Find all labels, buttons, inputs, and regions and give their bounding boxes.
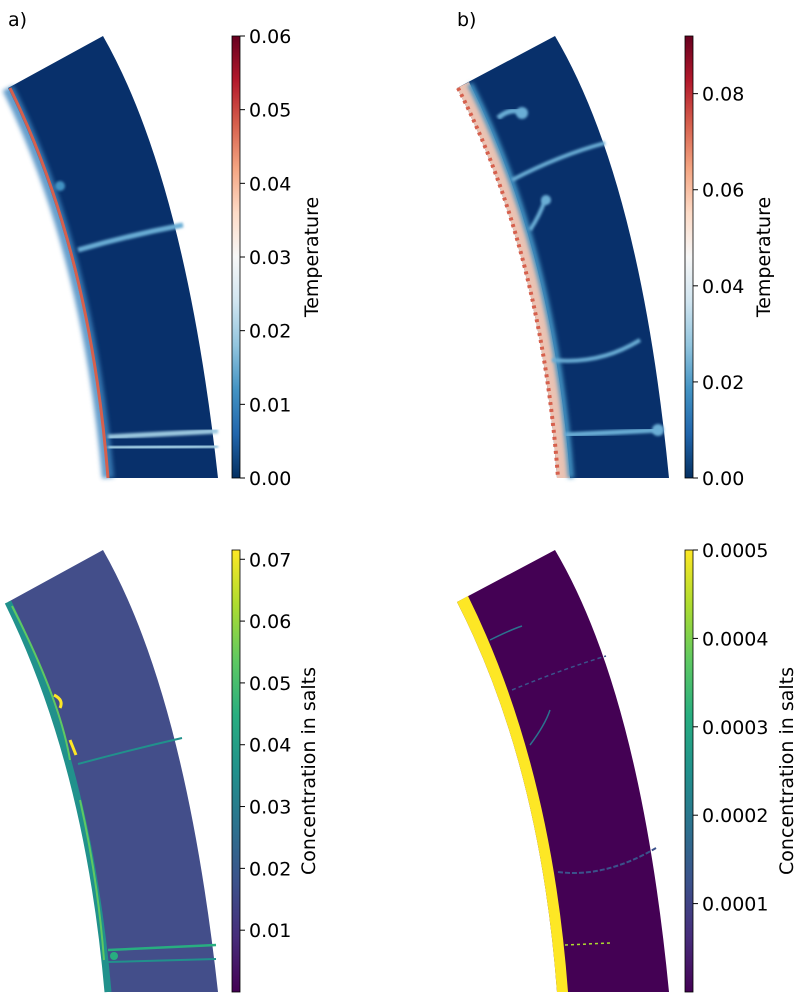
colorbar-tick-label: 0.00 (702, 468, 744, 490)
colorbar-tick-label: 0.06 (249, 611, 291, 633)
colorbar-salinity-a: 0.01 0.02 0.03 0.04 0.05 0.06 0.07 Concentrati… (231, 549, 320, 993)
plume (529, 709, 551, 746)
domain-region (8, 36, 218, 478)
plume-head (55, 181, 65, 191)
domain-region (457, 36, 669, 478)
colorbar-tick-label: 0.05 (249, 673, 291, 695)
colorbar-salinity-b: 0.0001 0.0002 0.0003 0.0004 0.0005 Concentra… (684, 540, 798, 993)
colorbar-tick-label: 0.04 (702, 276, 744, 298)
plume (564, 427, 659, 438)
colorbar-tick-label: 0.02 (249, 321, 291, 343)
colorbar-tick-label: 0.05 (249, 100, 291, 122)
colorbar-temperature-b: 0.00 0.02 0.04 0.06 0.08 Temperature (684, 35, 775, 490)
plume (77, 222, 184, 253)
colorbar-ticks: 0.00 0.01 0.02 0.03 0.04 0.05 0.06 (240, 26, 291, 490)
plume (511, 141, 606, 182)
panel-label-a: a) (8, 9, 27, 31)
colorbar-gradient (684, 35, 694, 479)
plume-head (110, 952, 118, 960)
map-salinity-b (457, 550, 669, 992)
colorbar-label: Concentration in salts (776, 667, 798, 875)
colorbar-ticks: 0.01 0.02 0.03 0.04 0.05 0.06 0.07 (240, 549, 291, 942)
salt-pocket (68, 739, 78, 756)
colorbar-label: Concentration in salts (298, 667, 320, 875)
colorbar-tick-label: 0.06 (249, 26, 291, 48)
plume (564, 942, 611, 946)
colorbar-tick-label: 0.02 (702, 372, 744, 394)
colorbar-gradient (231, 35, 241, 479)
colorbar-tick-label: 0.04 (249, 173, 291, 195)
warm-boundary (8, 87, 110, 479)
colorbar-label: Temperature (753, 197, 775, 318)
plume-head (652, 424, 664, 436)
boundary-glow (467, 82, 574, 479)
colorbar-gradient (231, 549, 241, 993)
plume-head (516, 107, 528, 119)
colorbar-ticks: 0.0001 0.0002 0.0003 0.0004 0.0005 (693, 540, 768, 916)
plume (511, 655, 607, 691)
plume-head (541, 195, 551, 205)
colorbar-tick-label: 0.00 (249, 468, 291, 490)
panel-label-b: b) (457, 9, 476, 31)
colorbar-tick-label: 0.06 (702, 180, 744, 202)
plume (489, 625, 523, 641)
map-temperature-b (456, 36, 669, 479)
boundary-layer (457, 596, 568, 992)
warm-boundary-band (457, 82, 570, 478)
colorbar-tick-label: 0.0004 (702, 628, 768, 650)
salt-pocket (53, 693, 63, 709)
map-temperature-a (2, 36, 219, 479)
colorbar-tick-label: 0.01 (249, 920, 291, 942)
colorbar-temperature-a: 0.00 0.01 0.02 0.03 0.04 0.05 0.06 Temperature (231, 26, 323, 490)
plume (107, 943, 217, 952)
colorbar-tick-label: 0.02 (249, 858, 291, 880)
plume (107, 443, 219, 451)
colorbar-tick-label: 0.04 (249, 735, 291, 757)
plume (77, 737, 183, 765)
colorbar-tick-label: 0.0005 (702, 540, 768, 562)
colorbar-tick-label: 0.07 (249, 549, 291, 571)
plume (557, 847, 657, 874)
plume (107, 428, 219, 440)
colorbar-tick-label: 0.01 (249, 394, 291, 416)
colorbar-tick-label: 0.03 (249, 797, 291, 819)
colorbar-label: Temperature (301, 197, 323, 318)
colorbar-gradient (684, 549, 694, 993)
colorbar-tick-label: 0.0003 (702, 717, 768, 739)
colorbar-tick-label: 0.0001 (702, 894, 768, 916)
plume (551, 338, 642, 363)
boundary-layer-core (11, 605, 71, 761)
plume (107, 958, 217, 963)
domain-region (457, 550, 669, 992)
domain-region (8, 550, 218, 992)
map-salinity-a (4, 550, 218, 993)
boundary-layer-core (79, 799, 105, 961)
colorbar-tick-label: 0.03 (249, 247, 291, 269)
warm-boundary-edge (456, 87, 560, 479)
colorbar-tick-label: 0.0002 (702, 805, 768, 827)
colorbar-tick-label: 0.08 (702, 84, 744, 106)
colorbar-ticks: 0.00 0.02 0.04 0.06 0.08 (693, 84, 744, 490)
